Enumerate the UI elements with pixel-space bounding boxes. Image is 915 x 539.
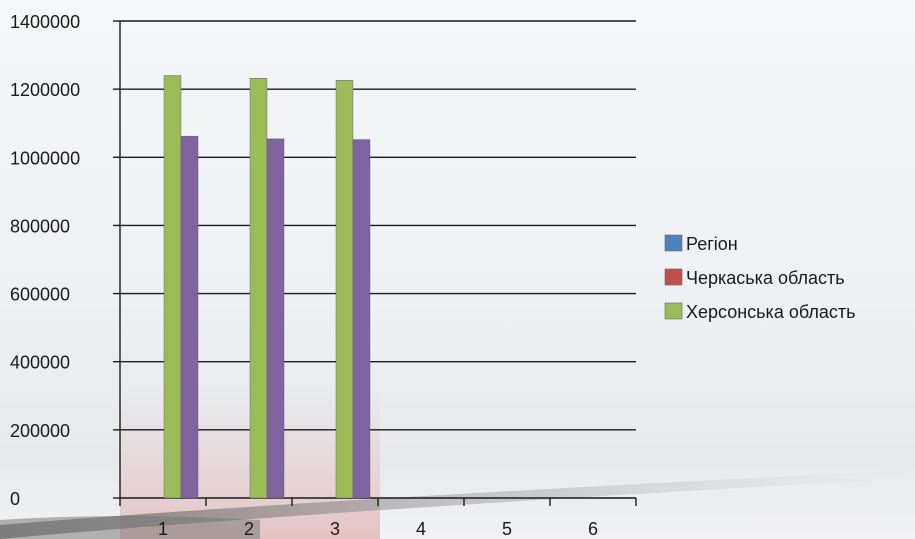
x-tick-label: 1	[158, 519, 168, 539]
bar	[180, 135, 199, 499]
bar	[335, 80, 354, 499]
y-tick-label: 1200000	[10, 80, 80, 100]
x-axis: 1 2 3 4 5 6	[119, 497, 637, 539]
x-tick-label: 3	[330, 519, 340, 539]
x-tick-label: 5	[502, 519, 512, 539]
bar	[352, 139, 371, 499]
y-tick-label: 400000	[10, 353, 70, 373]
y-tick-label: 0	[10, 489, 20, 509]
y-tick-label: 200000	[10, 421, 70, 441]
legend-label: Регіон	[686, 234, 738, 254]
x-tick-label: 6	[588, 519, 598, 539]
gridlines	[120, 20, 636, 431]
legend-label: Черкаська область	[686, 268, 845, 288]
bar	[266, 138, 285, 499]
x-tick-label: 2	[244, 519, 254, 539]
y-tick-label: 1000000	[10, 148, 80, 168]
legend-swatch	[664, 302, 683, 320]
x-tick-label: 4	[416, 519, 426, 539]
legend-swatch	[664, 268, 683, 286]
y-tick-label: 1400000	[10, 12, 80, 32]
legend-swatch	[664, 234, 683, 252]
bars	[163, 75, 371, 499]
bar	[249, 78, 268, 499]
y-tick-label: 800000	[10, 216, 70, 236]
bar	[163, 75, 182, 499]
y-tick-label: 600000	[10, 285, 70, 305]
legend: Регіон Черкаська область Херсонська област…	[664, 234, 856, 322]
y-axis: 0 200000 400000 600000 800000 1000000 1200000 1…	[10, 12, 121, 509]
legend-label: Херсонська область	[686, 302, 856, 322]
